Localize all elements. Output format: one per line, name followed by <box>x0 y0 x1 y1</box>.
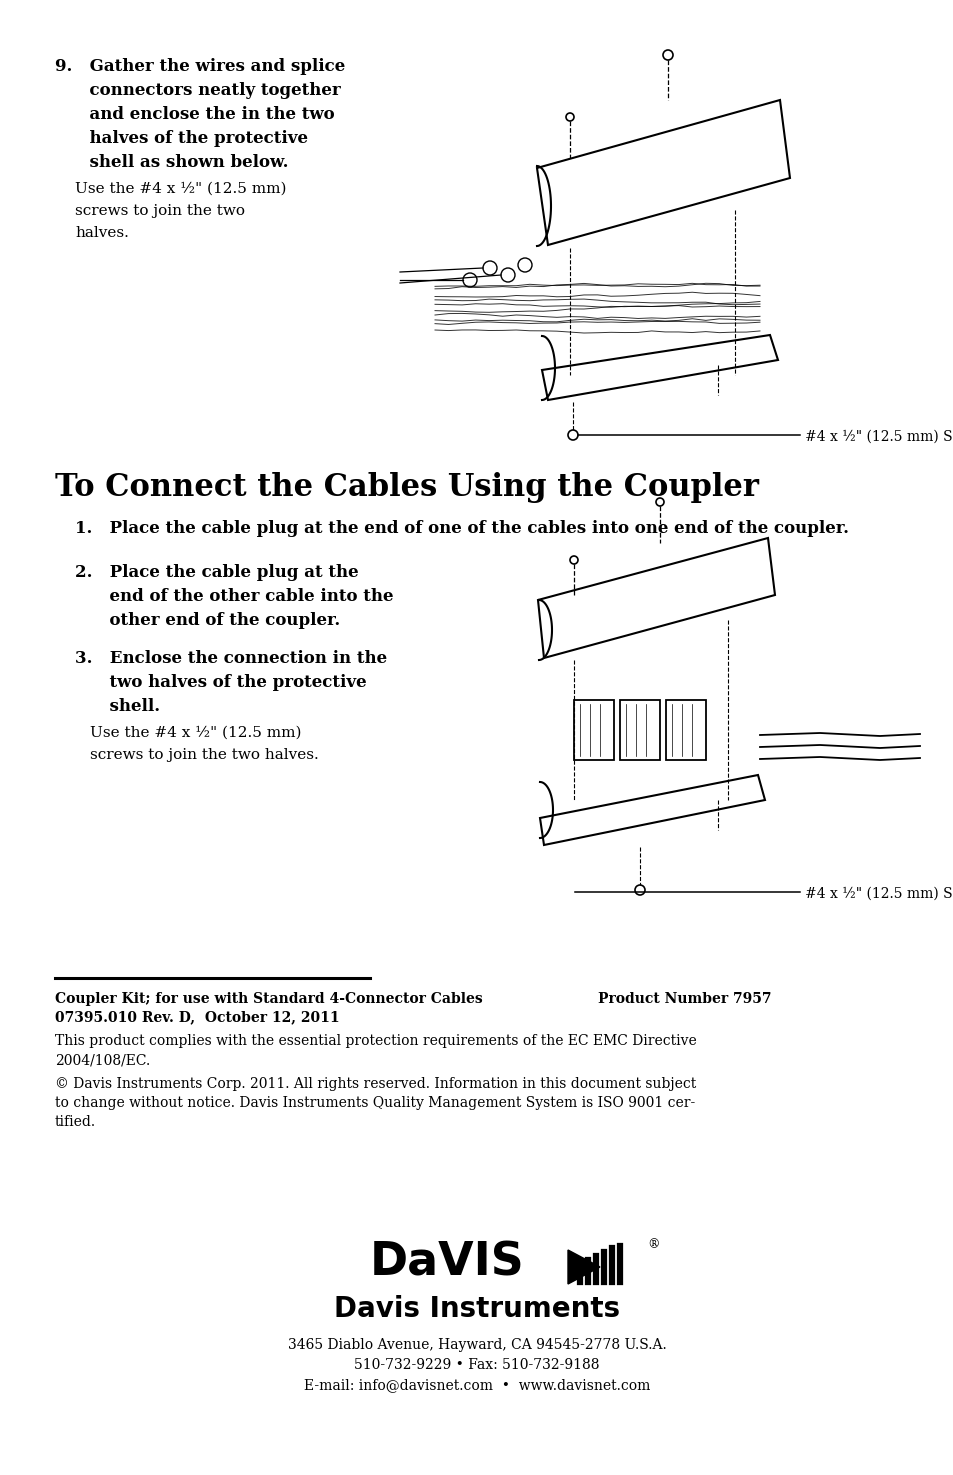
Text: 2004/108/EC.: 2004/108/EC. <box>55 1053 150 1066</box>
Text: 3465 Diablo Avenue, Hayward, CA 94545-2778 U.S.A.: 3465 Diablo Avenue, Hayward, CA 94545-27… <box>287 1338 666 1353</box>
Text: 3.   Enclose the connection in the: 3. Enclose the connection in the <box>75 650 387 667</box>
Text: other end of the coupler.: other end of the coupler. <box>75 612 340 628</box>
Text: connectors neatly together: connectors neatly together <box>55 83 340 99</box>
Text: 07395.010 Rev. D,  October 12, 2011: 07395.010 Rev. D, October 12, 2011 <box>55 1010 339 1024</box>
Text: shell.: shell. <box>75 698 160 715</box>
Polygon shape <box>567 1249 599 1285</box>
Text: Coupler Kit; for use with Standard 4-Connector Cables: Coupler Kit; for use with Standard 4-Con… <box>55 993 482 1006</box>
Text: To Connect the Cables Using the Coupler: To Connect the Cables Using the Coupler <box>55 472 759 503</box>
Text: E-mail: info@davisnet.com  •  www.davisnet.com: E-mail: info@davisnet.com • www.davisnet… <box>303 1378 650 1392</box>
Text: DaVIS: DaVIS <box>369 1240 524 1285</box>
Text: tified.: tified. <box>55 1115 96 1128</box>
Text: #4 x ½" (12.5 mm) Screw: #4 x ½" (12.5 mm) Screw <box>804 886 953 901</box>
Text: to change without notice. Davis Instruments Quality Management System is ISO 900: to change without notice. Davis Instrume… <box>55 1096 695 1111</box>
Text: two halves of the protective: two halves of the protective <box>75 674 366 690</box>
Text: ®: ® <box>646 1238 659 1251</box>
Text: Davis Instruments: Davis Instruments <box>334 1295 619 1323</box>
Text: 510-732-9229 • Fax: 510-732-9188: 510-732-9229 • Fax: 510-732-9188 <box>354 1358 599 1372</box>
Text: #4 x ½" (12.5 mm) Screw: #4 x ½" (12.5 mm) Screw <box>804 431 953 444</box>
Text: 9.   Gather the wires and splice: 9. Gather the wires and splice <box>55 58 345 75</box>
Text: screws to join the two: screws to join the two <box>75 204 245 218</box>
Text: and enclose the in the two: and enclose the in the two <box>55 106 335 122</box>
Text: Use the #4 x ½" (12.5 mm): Use the #4 x ½" (12.5 mm) <box>75 181 286 196</box>
Text: halves of the protective: halves of the protective <box>55 130 308 148</box>
Text: Product Number 7957: Product Number 7957 <box>598 993 771 1006</box>
Text: end of the other cable into the: end of the other cable into the <box>75 589 393 605</box>
Text: This product complies with the essential protection requirements of the EC EMC D: This product complies with the essential… <box>55 1034 696 1049</box>
Text: © Davis Instruments Corp. 2011. All rights reserved. Information in this documen: © Davis Instruments Corp. 2011. All righ… <box>55 1077 696 1092</box>
Text: 2.   Place the cable plug at the: 2. Place the cable plug at the <box>75 563 358 581</box>
Text: screws to join the two halves.: screws to join the two halves. <box>90 748 318 763</box>
Text: 1.   Place the cable plug at the end of one of the cables into one end of the co: 1. Place the cable plug at the end of on… <box>75 521 848 537</box>
Text: halves.: halves. <box>75 226 129 240</box>
Text: shell as shown below.: shell as shown below. <box>55 153 288 171</box>
Text: Use the #4 x ½" (12.5 mm): Use the #4 x ½" (12.5 mm) <box>90 726 301 740</box>
